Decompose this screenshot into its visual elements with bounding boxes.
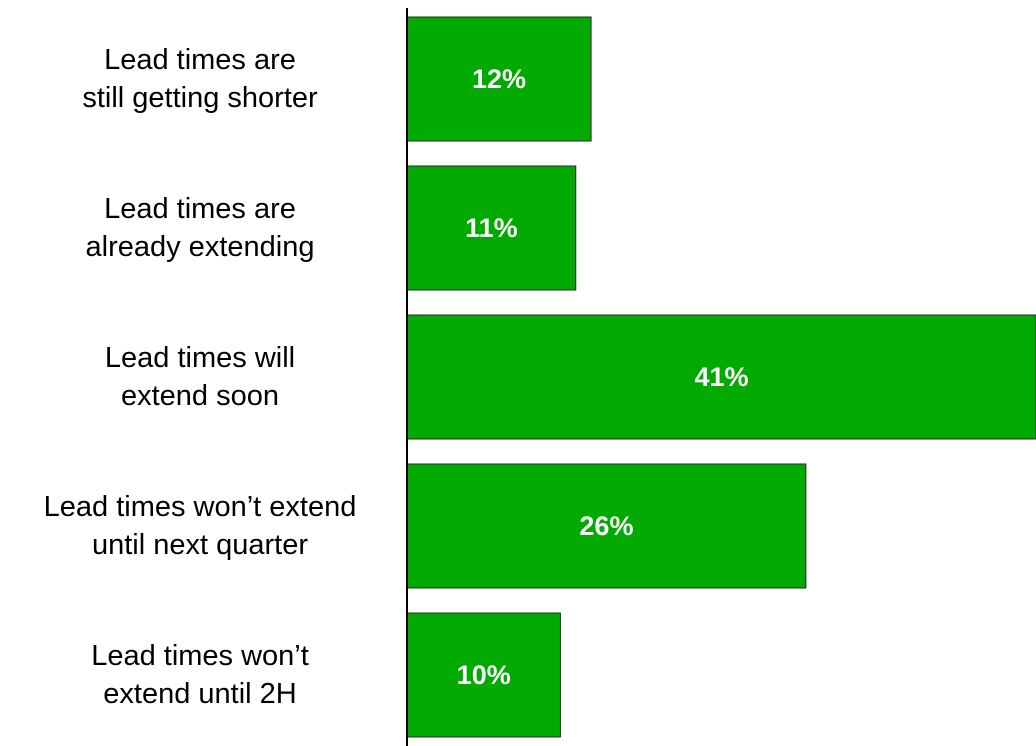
category-label-line: Lead times will xyxy=(105,342,295,374)
category-label-line: Lead times won’t xyxy=(91,640,309,672)
bar-3 xyxy=(406,314,1036,440)
bar-value-label-5: 10% xyxy=(457,660,511,690)
category-label-5: Lead times won’t extend until 2H xyxy=(91,640,309,710)
bar-5 xyxy=(406,612,561,738)
category-labels-group: Lead times are still getting shorterLead … xyxy=(44,44,357,710)
category-label-line: still getting shorter xyxy=(82,82,318,114)
category-label-4: Lead times won’t extend until next quarte… xyxy=(44,491,357,561)
category-label-line: until next quarter xyxy=(92,529,308,561)
bar-4 xyxy=(406,463,807,589)
bar-value-label-1: 12% xyxy=(472,64,526,94)
category-label-line: extend soon xyxy=(121,380,279,412)
bars-group: 12% 11% 41% 26% 10% xyxy=(406,16,1036,738)
bar-value-label-2: 11% xyxy=(465,213,518,243)
bar-value-label-4: 26% xyxy=(579,511,633,541)
bar-value-label-3: 41% xyxy=(694,362,748,392)
category-label-1: Lead times are still getting shorter xyxy=(82,44,318,114)
category-label-line: already extending xyxy=(86,231,315,263)
category-label-line: extend until 2H xyxy=(103,678,296,710)
category-label-line: Lead times are xyxy=(104,193,296,225)
category-label-line: Lead times are xyxy=(104,44,296,76)
bar-2 xyxy=(406,165,577,291)
category-label-3: Lead times will extend soon xyxy=(105,342,295,412)
category-label-line: Lead times won’t extend xyxy=(44,491,357,523)
bar-1 xyxy=(406,16,592,142)
category-label-2: Lead times are already extending xyxy=(86,193,315,263)
